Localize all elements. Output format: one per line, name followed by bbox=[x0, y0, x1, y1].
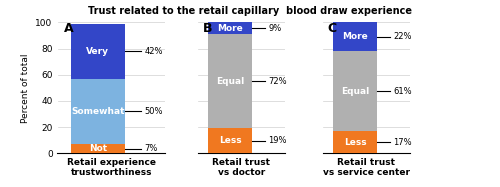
Text: 17%: 17% bbox=[393, 138, 412, 147]
Bar bbox=[208, 22, 252, 34]
Text: Somewhat: Somewhat bbox=[71, 107, 124, 116]
X-axis label: Retail experience
trustworthiness: Retail experience trustworthiness bbox=[67, 157, 156, 177]
Bar bbox=[334, 22, 377, 51]
Bar bbox=[208, 34, 252, 128]
Text: More: More bbox=[218, 24, 243, 33]
Text: C: C bbox=[328, 22, 336, 36]
Text: Less: Less bbox=[344, 138, 366, 147]
Bar bbox=[208, 128, 252, 153]
Bar bbox=[334, 51, 377, 131]
Text: Equal: Equal bbox=[341, 87, 370, 96]
X-axis label: Retail trust
vs service center: Retail trust vs service center bbox=[323, 157, 410, 177]
Text: 50%: 50% bbox=[144, 107, 163, 116]
Text: Less: Less bbox=[219, 136, 242, 145]
Bar bbox=[334, 131, 377, 153]
Bar bbox=[71, 24, 124, 79]
Text: 19%: 19% bbox=[268, 136, 286, 145]
Text: 42%: 42% bbox=[144, 47, 163, 56]
Text: More: More bbox=[342, 32, 368, 41]
Text: 22%: 22% bbox=[393, 32, 411, 41]
Text: 7%: 7% bbox=[144, 144, 158, 153]
Text: 61%: 61% bbox=[393, 87, 412, 96]
Y-axis label: Percent of total: Percent of total bbox=[21, 53, 30, 123]
Text: B: B bbox=[202, 22, 212, 36]
Text: 72%: 72% bbox=[268, 77, 287, 86]
Text: 9%: 9% bbox=[268, 24, 281, 33]
Bar bbox=[71, 79, 124, 144]
X-axis label: Retail trust
vs doctor: Retail trust vs doctor bbox=[212, 157, 270, 177]
Text: Not: Not bbox=[89, 144, 107, 153]
Bar bbox=[71, 144, 124, 153]
Text: Very: Very bbox=[86, 47, 110, 56]
Text: Trust related to the retail capillary  blood draw experience: Trust related to the retail capillary bl… bbox=[88, 6, 412, 16]
Text: A: A bbox=[64, 22, 74, 36]
Text: Equal: Equal bbox=[216, 77, 244, 86]
